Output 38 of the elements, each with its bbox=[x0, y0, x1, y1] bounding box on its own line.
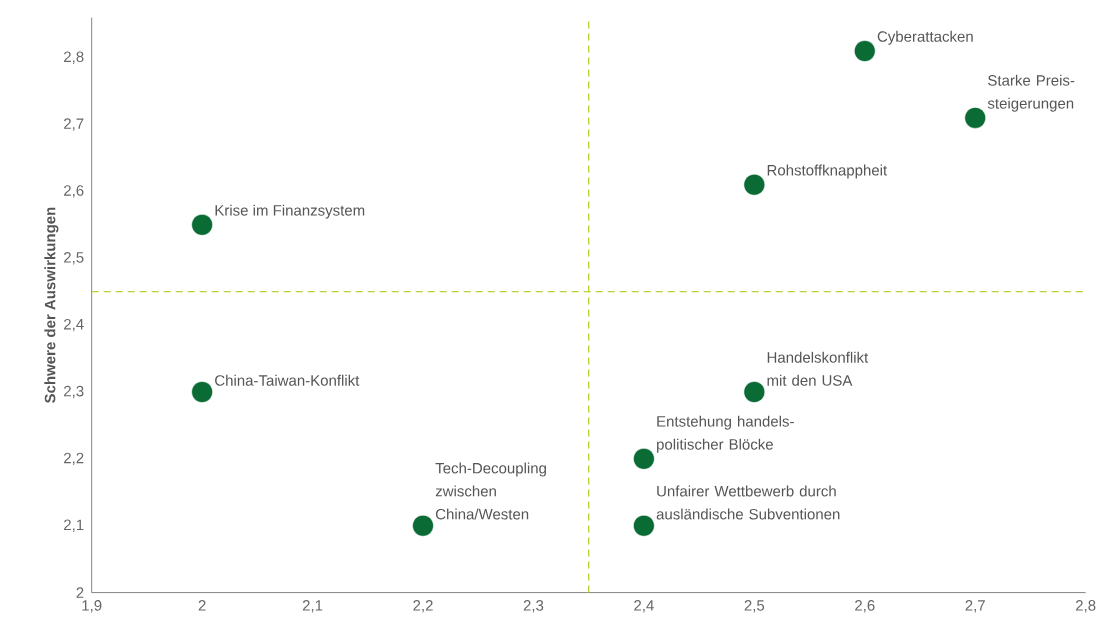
x-tick-label: 2,4 bbox=[634, 600, 654, 613]
point bbox=[633, 448, 655, 470]
annotation: Unfairer Wettbewerb durch ausländische Subventionen bbox=[656, 485, 840, 520]
y-tick-label: 2,2 bbox=[64, 452, 84, 466]
annotation: Cyberattacken bbox=[877, 30, 973, 45]
point bbox=[191, 214, 213, 236]
annotation: Handelskonflikt mit den USA bbox=[767, 351, 869, 386]
annotation: China-Taiwan-Konflikt bbox=[215, 374, 360, 386]
point bbox=[743, 381, 766, 403]
point bbox=[633, 514, 655, 537]
x-tick-label: 2,3 bbox=[523, 600, 544, 613]
x-tick-label: 2,2 bbox=[413, 600, 433, 613]
x-tick-label: 2,6 bbox=[855, 600, 875, 613]
y-tick-label: 2,1 bbox=[64, 519, 84, 532]
y-tick-label: 2,5 bbox=[64, 252, 84, 265]
y-tick-label: 2,6 bbox=[64, 185, 84, 198]
point bbox=[191, 381, 213, 403]
x-tick-label: 2,1 bbox=[302, 600, 323, 613]
annotation: Tech-Decoupling zwischen China/Westen bbox=[435, 462, 546, 520]
annotation: Rohstoffknappheit bbox=[767, 164, 888, 179]
x-tick-label: 2,8 bbox=[1075, 600, 1096, 613]
x-tick-label: 1,9 bbox=[82, 600, 102, 613]
y-tick-label: 2,4 bbox=[64, 318, 84, 332]
y-tick-label: 2,3 bbox=[64, 385, 84, 399]
point bbox=[853, 40, 876, 62]
point bbox=[412, 514, 434, 537]
x-tick-label: 2,5 bbox=[744, 600, 765, 613]
x-tick-label: 2,7 bbox=[965, 600, 985, 613]
annotation: Starke Preis- steigerungen bbox=[987, 74, 1075, 112]
annotation: Krise im Finanzsystem bbox=[215, 204, 365, 219]
x-tick-label: 2 bbox=[198, 600, 206, 611]
point bbox=[964, 107, 987, 129]
point bbox=[743, 173, 766, 196]
y-tick-label: 2 bbox=[76, 587, 84, 598]
y-tick-label: 2,7 bbox=[64, 118, 84, 131]
annotation: Entstehung handels- politischer Blöcke bbox=[657, 415, 794, 453]
y-tick-label: 2,8 bbox=[64, 51, 84, 64]
y-axis-title: Schwere der Auswirkungen bbox=[44, 207, 59, 404]
